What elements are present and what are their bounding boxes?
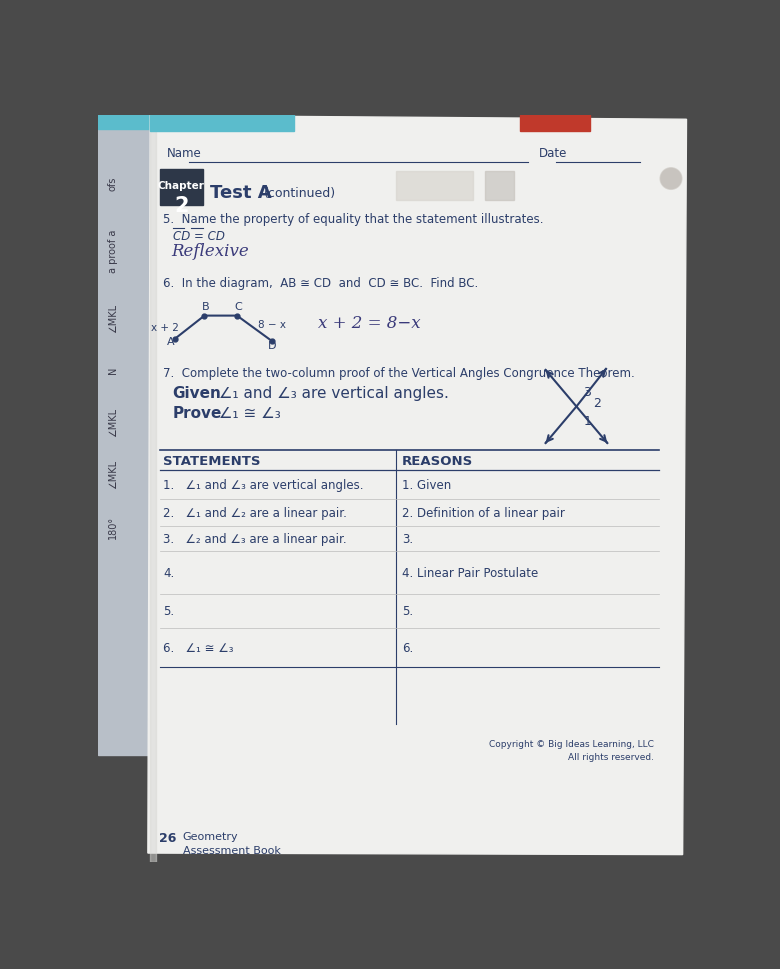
Text: 3.   ∠₂ and ∠₃ are a linear pair.: 3. ∠₂ and ∠₃ are a linear pair. xyxy=(163,533,347,546)
Bar xyxy=(151,116,293,132)
Text: 6.: 6. xyxy=(402,641,413,654)
Text: 5.: 5. xyxy=(402,605,413,618)
Bar xyxy=(159,171,203,205)
Text: 5.: 5. xyxy=(163,605,175,618)
Text: ∠MKL: ∠MKL xyxy=(108,460,118,489)
Text: 3: 3 xyxy=(583,385,591,398)
Text: ∠₁ and ∠₃ are vertical angles.: ∠₁ and ∠₃ are vertical angles. xyxy=(214,386,448,400)
Text: 2. Definition of a linear pair: 2. Definition of a linear pair xyxy=(402,507,565,519)
Polygon shape xyxy=(148,116,686,855)
Circle shape xyxy=(661,170,681,189)
Text: 2: 2 xyxy=(174,197,189,216)
Text: A: A xyxy=(168,337,175,347)
Text: 1: 1 xyxy=(583,415,591,427)
Text: a proof a: a proof a xyxy=(108,229,118,272)
Bar xyxy=(98,116,151,755)
Text: B: B xyxy=(202,301,210,311)
Text: REASONS: REASONS xyxy=(402,454,473,467)
Text: 180°: 180° xyxy=(108,516,118,538)
Bar xyxy=(520,116,590,132)
Text: ∠MKL: ∠MKL xyxy=(108,303,118,332)
Bar xyxy=(151,116,157,862)
Text: Reflexive: Reflexive xyxy=(171,242,249,260)
Text: 8 − x: 8 − x xyxy=(258,320,286,330)
Text: ∠₁ ≅ ∠₃: ∠₁ ≅ ∠₃ xyxy=(214,405,281,421)
Text: x + 2 = 8−x: x + 2 = 8−x xyxy=(318,315,421,331)
Text: Copyright © Big Ideas Learning, LLC
All rights reserved.: Copyright © Big Ideas Learning, LLC All … xyxy=(489,739,654,761)
Text: Given: Given xyxy=(172,386,222,400)
Text: ofs: ofs xyxy=(108,176,118,191)
Text: 5.  Name the property of equality that the statement illustrates.: 5. Name the property of equality that th… xyxy=(163,212,544,226)
Text: CD = CD: CD = CD xyxy=(172,230,225,243)
Text: C: C xyxy=(235,301,243,311)
Bar xyxy=(396,172,473,201)
Text: 2: 2 xyxy=(593,396,601,410)
Text: 2.   ∠₁ and ∠₂ are a linear pair.: 2. ∠₁ and ∠₂ are a linear pair. xyxy=(163,507,347,519)
Text: 4. Linear Pair Postulate: 4. Linear Pair Postulate xyxy=(402,566,538,579)
Circle shape xyxy=(660,169,682,190)
Text: 1. Given: 1. Given xyxy=(402,479,452,491)
Text: (continued): (continued) xyxy=(264,187,336,200)
Text: Prove: Prove xyxy=(172,405,222,421)
Text: 26: 26 xyxy=(159,831,177,845)
Text: x + 2: x + 2 xyxy=(151,323,179,332)
Text: Test A: Test A xyxy=(210,184,271,202)
Text: Geometry
Assessment Book: Geometry Assessment Book xyxy=(183,831,281,855)
Text: 6.   ∠₁ ≅ ∠₃: 6. ∠₁ ≅ ∠₃ xyxy=(163,641,234,654)
Text: 3.: 3. xyxy=(402,533,413,546)
Text: 7.  Complete the two-column proof of the Vertical Angles Congruence Theorem.: 7. Complete the two-column proof of the … xyxy=(163,366,635,379)
Text: 1.   ∠₁ and ∠₃ are vertical angles.: 1. ∠₁ and ∠₃ are vertical angles. xyxy=(163,479,364,491)
Text: Name: Name xyxy=(167,147,202,160)
Text: ∠MKL: ∠MKL xyxy=(108,408,118,437)
Text: 4.: 4. xyxy=(163,566,175,579)
Bar xyxy=(98,116,151,130)
Text: Date: Date xyxy=(539,147,568,160)
Bar xyxy=(485,172,515,201)
Text: Chapter: Chapter xyxy=(158,181,204,191)
Text: D: D xyxy=(268,340,276,351)
Text: STATEMENTS: STATEMENTS xyxy=(163,454,261,467)
Text: N: N xyxy=(108,366,118,374)
Text: 6.  In the diagram,  AB ≅ CD  and  CD ≅ BC.  Find BC.: 6. In the diagram, AB ≅ CD and CD ≅ BC. … xyxy=(163,276,479,290)
